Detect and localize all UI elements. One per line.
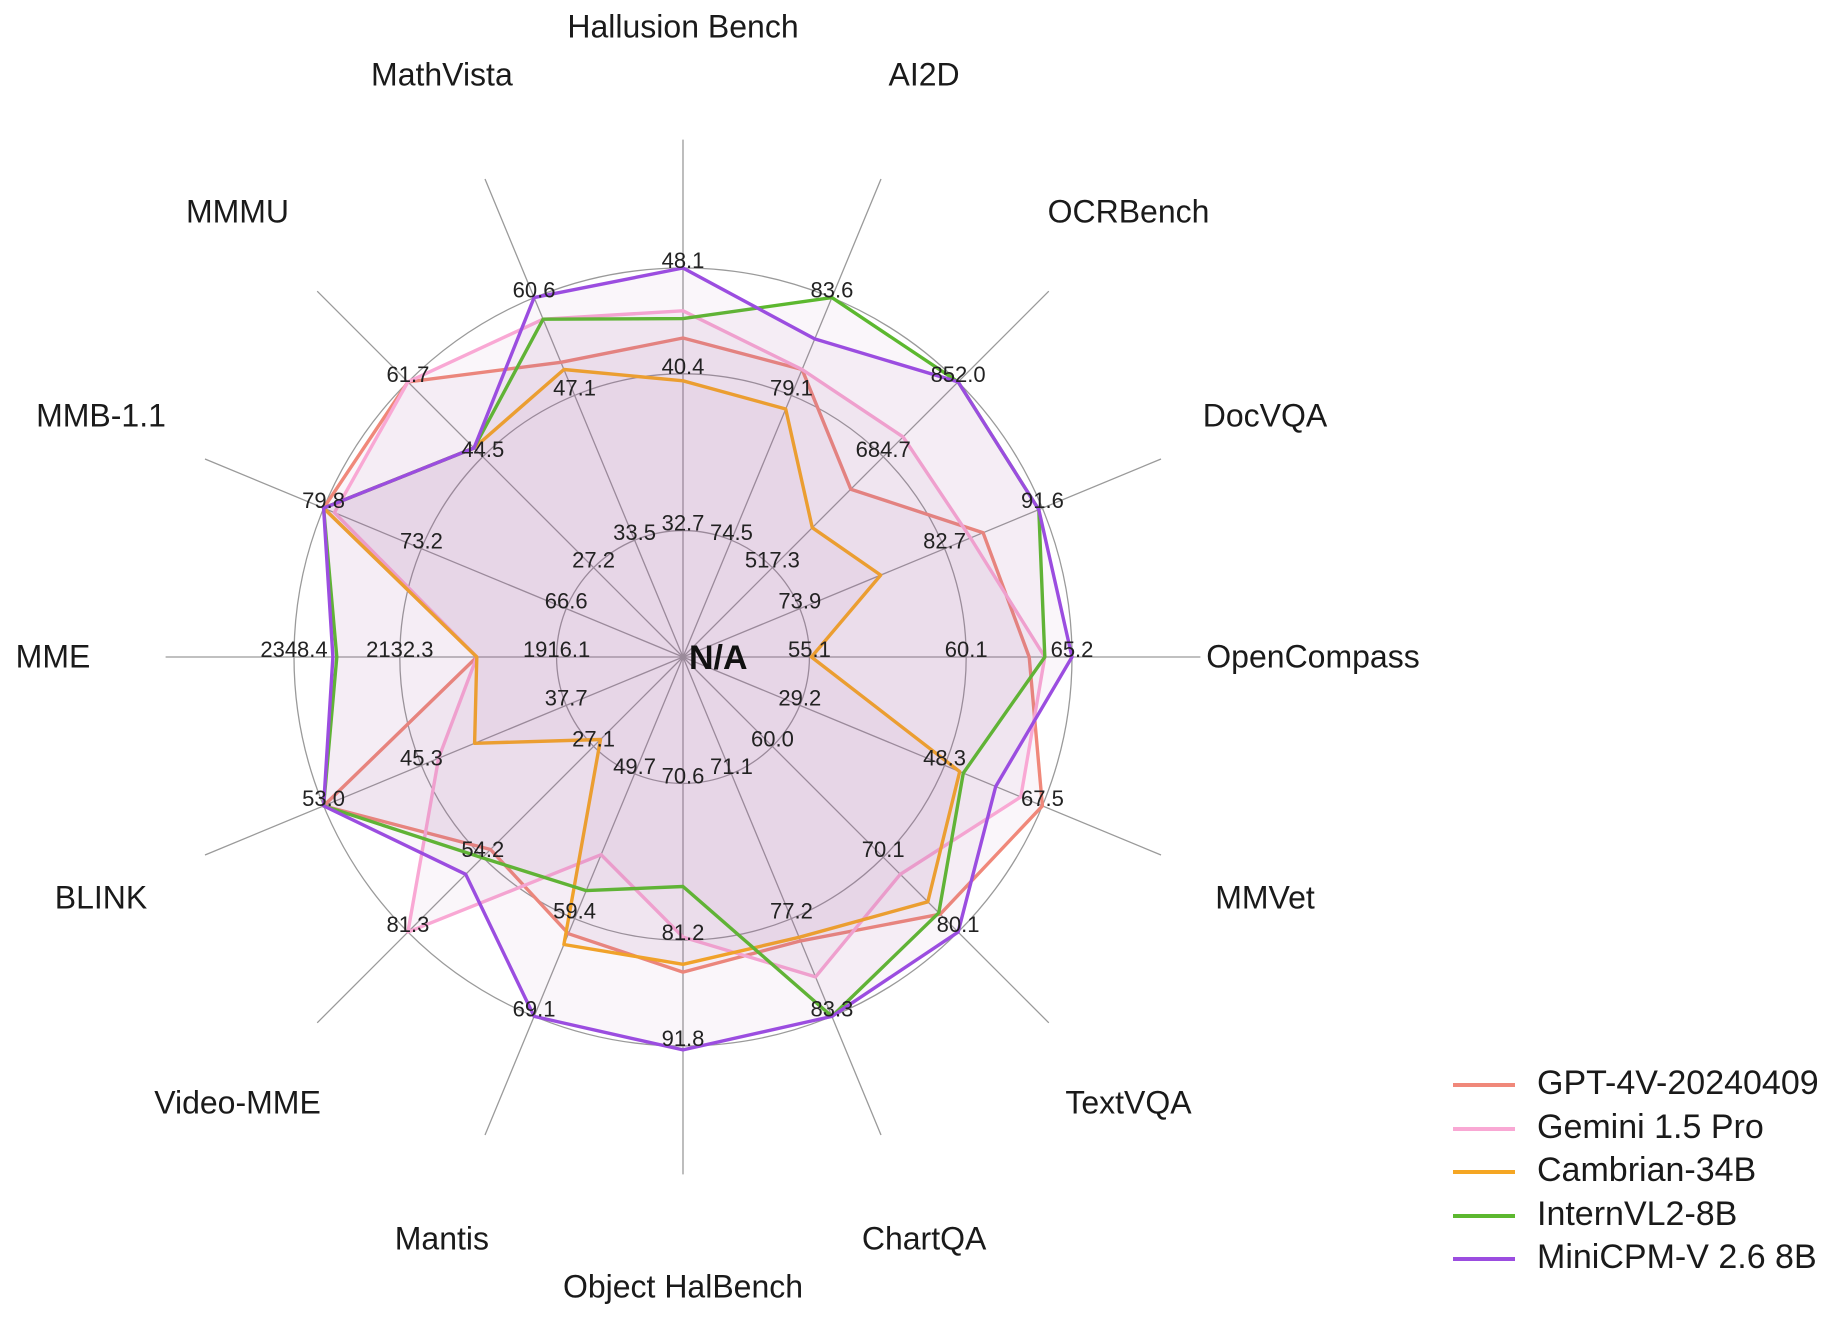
svg-text:60.1: 60.1	[945, 637, 988, 662]
svg-text:66.6: 66.6	[545, 589, 588, 614]
svg-text:80.1: 80.1	[937, 912, 980, 937]
svg-text:77.2: 77.2	[770, 899, 813, 924]
svg-text:32.7: 32.7	[662, 511, 705, 536]
svg-text:2348.4: 2348.4	[260, 637, 327, 662]
svg-text:55.1: 55.1	[788, 637, 831, 662]
svg-text:91.8: 91.8	[662, 1026, 705, 1051]
svg-text:91.6: 91.6	[1021, 488, 1064, 513]
svg-text:852.0: 852.0	[931, 362, 986, 387]
svg-text:37.7: 37.7	[545, 685, 588, 710]
svg-text:83.3: 83.3	[810, 996, 853, 1021]
svg-text:71.1: 71.1	[710, 754, 753, 779]
svg-text:59.4: 59.4	[553, 899, 596, 924]
svg-text:70.6: 70.6	[662, 763, 705, 788]
svg-text:44.5: 44.5	[461, 437, 504, 462]
svg-text:67.5: 67.5	[1021, 786, 1064, 811]
svg-text:83.6: 83.6	[810, 278, 853, 303]
svg-text:73.2: 73.2	[400, 529, 443, 554]
svg-text:81.2: 81.2	[662, 920, 705, 945]
svg-text:47.1: 47.1	[553, 375, 596, 400]
svg-text:73.9: 73.9	[778, 589, 821, 614]
svg-text:1916.1: 1916.1	[523, 637, 590, 662]
svg-text:N/A: N/A	[689, 639, 748, 677]
svg-text:54.2: 54.2	[461, 837, 504, 862]
svg-text:74.5: 74.5	[710, 520, 753, 545]
svg-text:40.4: 40.4	[662, 354, 705, 379]
svg-text:70.1: 70.1	[862, 837, 905, 862]
svg-text:29.2: 29.2	[778, 685, 821, 710]
svg-text:45.3: 45.3	[400, 745, 443, 770]
svg-text:517.3: 517.3	[745, 548, 800, 573]
svg-text:79.1: 79.1	[770, 375, 813, 400]
svg-text:684.7: 684.7	[856, 437, 911, 462]
svg-text:60.0: 60.0	[751, 726, 794, 751]
svg-text:53.0: 53.0	[302, 786, 345, 811]
svg-text:27.2: 27.2	[572, 548, 615, 573]
svg-text:60.6: 60.6	[513, 278, 556, 303]
svg-text:48.1: 48.1	[662, 248, 705, 273]
svg-text:33.5: 33.5	[613, 520, 656, 545]
svg-text:69.1: 69.1	[513, 996, 556, 1021]
svg-text:61.7: 61.7	[386, 362, 429, 387]
svg-text:27.1: 27.1	[572, 726, 615, 751]
svg-text:2132.3: 2132.3	[366, 637, 433, 662]
svg-text:65.2: 65.2	[1051, 637, 1094, 662]
svg-text:82.7: 82.7	[923, 529, 966, 554]
svg-text:79.8: 79.8	[302, 488, 345, 513]
svg-text:81.3: 81.3	[386, 912, 429, 937]
svg-text:49.7: 49.7	[613, 754, 656, 779]
svg-text:48.3: 48.3	[923, 745, 966, 770]
